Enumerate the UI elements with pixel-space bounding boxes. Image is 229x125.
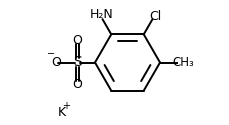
Text: −: − — [47, 49, 55, 59]
Text: O: O — [72, 34, 82, 47]
Text: O: O — [72, 78, 82, 91]
Text: +: + — [62, 101, 70, 111]
Text: S: S — [73, 56, 82, 70]
Text: K: K — [57, 106, 66, 119]
Text: CH₃: CH₃ — [172, 56, 193, 69]
Text: Cl: Cl — [149, 10, 161, 23]
Text: H₂N: H₂N — [90, 8, 113, 21]
Text: O: O — [51, 56, 60, 69]
